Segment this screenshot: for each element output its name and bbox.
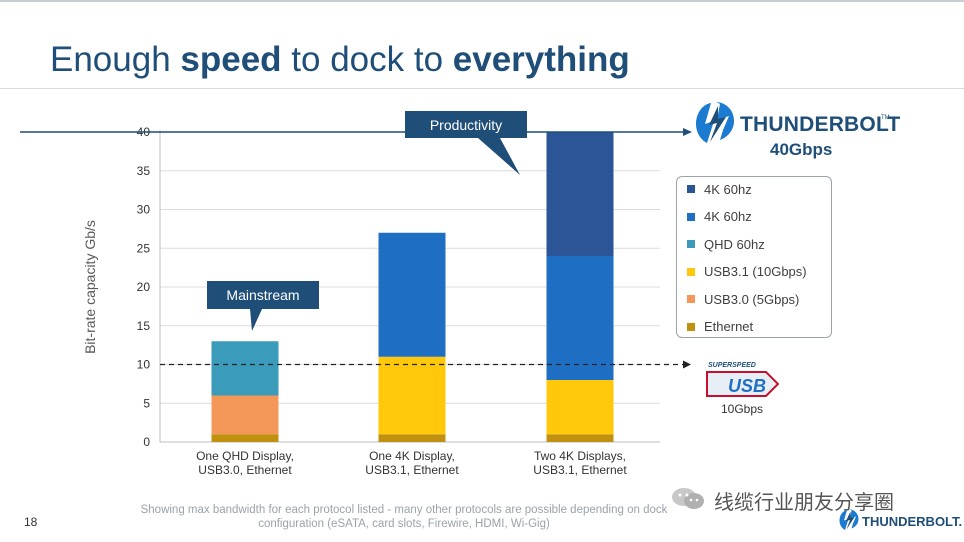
y-tick-label: 20: [137, 280, 151, 294]
bar-segment: [546, 132, 614, 256]
y-tick-label: 10: [137, 358, 151, 372]
usb-speed: 10Gbps: [721, 402, 764, 416]
thunderbolt-speed: 40Gbps: [770, 140, 833, 159]
title-part-4: everything: [452, 40, 630, 79]
x-tick-label: One 4K Display,: [369, 449, 455, 463]
watermark-text: 线缆行业朋友分享圈: [714, 492, 894, 514]
bar-segment: [546, 434, 614, 442]
bar-segment: [211, 341, 279, 396]
bar-segment: [546, 256, 614, 380]
footnote: Showing max bandwidth for each protocol …: [140, 504, 668, 530]
title-divider: [0, 88, 964, 89]
legend-label: 4K 60hz: [704, 209, 752, 224]
y-tick-label: 30: [137, 203, 151, 217]
bar-segment: [378, 232, 446, 357]
thunderbolt-logo: THUNDERBOLT TM 40Gbps: [693, 100, 900, 160]
slide-title: Enough speed to dock to everything: [50, 40, 630, 80]
bar-segment: [378, 434, 446, 442]
y-axis-label: Bit-rate capacity Gb/s: [82, 220, 98, 354]
productivity-callout: [405, 111, 527, 175]
watermark: 线缆行业朋友分享圈: [670, 484, 940, 514]
thunderbolt-footer-icon: [839, 509, 859, 530]
legend-item: USB3.1 (10Gbps): [687, 262, 807, 282]
legend-swatch: [687, 295, 695, 303]
legend-swatch: [687, 240, 695, 248]
legend-item: QHD 60hz: [687, 234, 765, 254]
thunderbolt-tm: TM: [881, 115, 890, 121]
legend-label: Ethernet: [704, 319, 754, 334]
usb-superspeed-logo: SUPERSPEED USB: [704, 358, 784, 398]
thunderbolt-icon: [696, 102, 734, 143]
y-tick-label: 0: [143, 435, 150, 449]
legend-swatch: [687, 322, 695, 331]
title-part-2: speed: [180, 40, 282, 79]
chart-legend: 4K 60hz 4K 60hz QHD 60hz USB3.1 (10Gbps) USB…: [676, 176, 832, 338]
thunderbolt-wordmark: THUNDERBOLT: [740, 113, 901, 136]
top-border: [0, 0, 964, 2]
legend-label: QHD 60hz: [704, 236, 765, 252]
legend-item: Ethernet: [687, 317, 753, 337]
bar-segment: [546, 380, 614, 435]
bar-segment: [211, 395, 279, 435]
productivity-callout-text: Productivity: [430, 117, 502, 133]
y-tick-label: 25: [137, 241, 151, 255]
title-part-1: Enough: [50, 40, 181, 79]
legend-item: 4K 60hz: [687, 207, 752, 227]
wechat-icon: [672, 488, 704, 509]
legend-item: USB3.0 (5Gbps): [687, 289, 799, 309]
x-tick-label: USB3.1, Ethernet: [533, 463, 627, 477]
x-tick-label: USB3.0, Ethernet: [198, 463, 292, 477]
legend-swatch: [687, 212, 695, 221]
legend-label: USB3.1 (10Gbps): [704, 264, 807, 279]
legend-swatch: [687, 185, 695, 193]
usb-badge-top: SUPERSPEED: [708, 362, 756, 369]
title-part-3: to dock to: [281, 40, 453, 79]
thunderbolt-reference-arrow: [683, 128, 692, 136]
y-tick-label: 5: [143, 396, 150, 410]
legend-label: USB3.0 (5Gbps): [704, 291, 800, 307]
usb-reference-arrow: [683, 360, 691, 369]
usb-badge-text: USB: [728, 376, 766, 396]
bar-segment: [211, 434, 279, 442]
bar-segment: [378, 356, 446, 435]
page-number: 18: [24, 515, 38, 529]
x-tick-label: Two 4K Displays,: [534, 449, 626, 463]
legend-label: 4K 60hz: [704, 181, 752, 197]
mainstream-callout: [207, 281, 319, 331]
legend-swatch: [687, 267, 695, 276]
thunderbolt-footer-logo: THUNDERBOLT.: [838, 508, 962, 534]
legend-item: 4K 60hz: [687, 179, 752, 199]
mainstream-callout-text: Mainstream: [226, 287, 299, 303]
usb-icon: SUPERSPEED USB: [706, 362, 780, 397]
thunderbolt-footer-wordmark: THUNDERBOLT.: [862, 514, 963, 529]
x-tick-label: One QHD Display,: [196, 449, 294, 463]
x-tick-label: USB3.1, Ethernet: [365, 463, 459, 477]
y-tick-label: 15: [137, 319, 151, 333]
y-tick-label: 35: [137, 164, 151, 178]
